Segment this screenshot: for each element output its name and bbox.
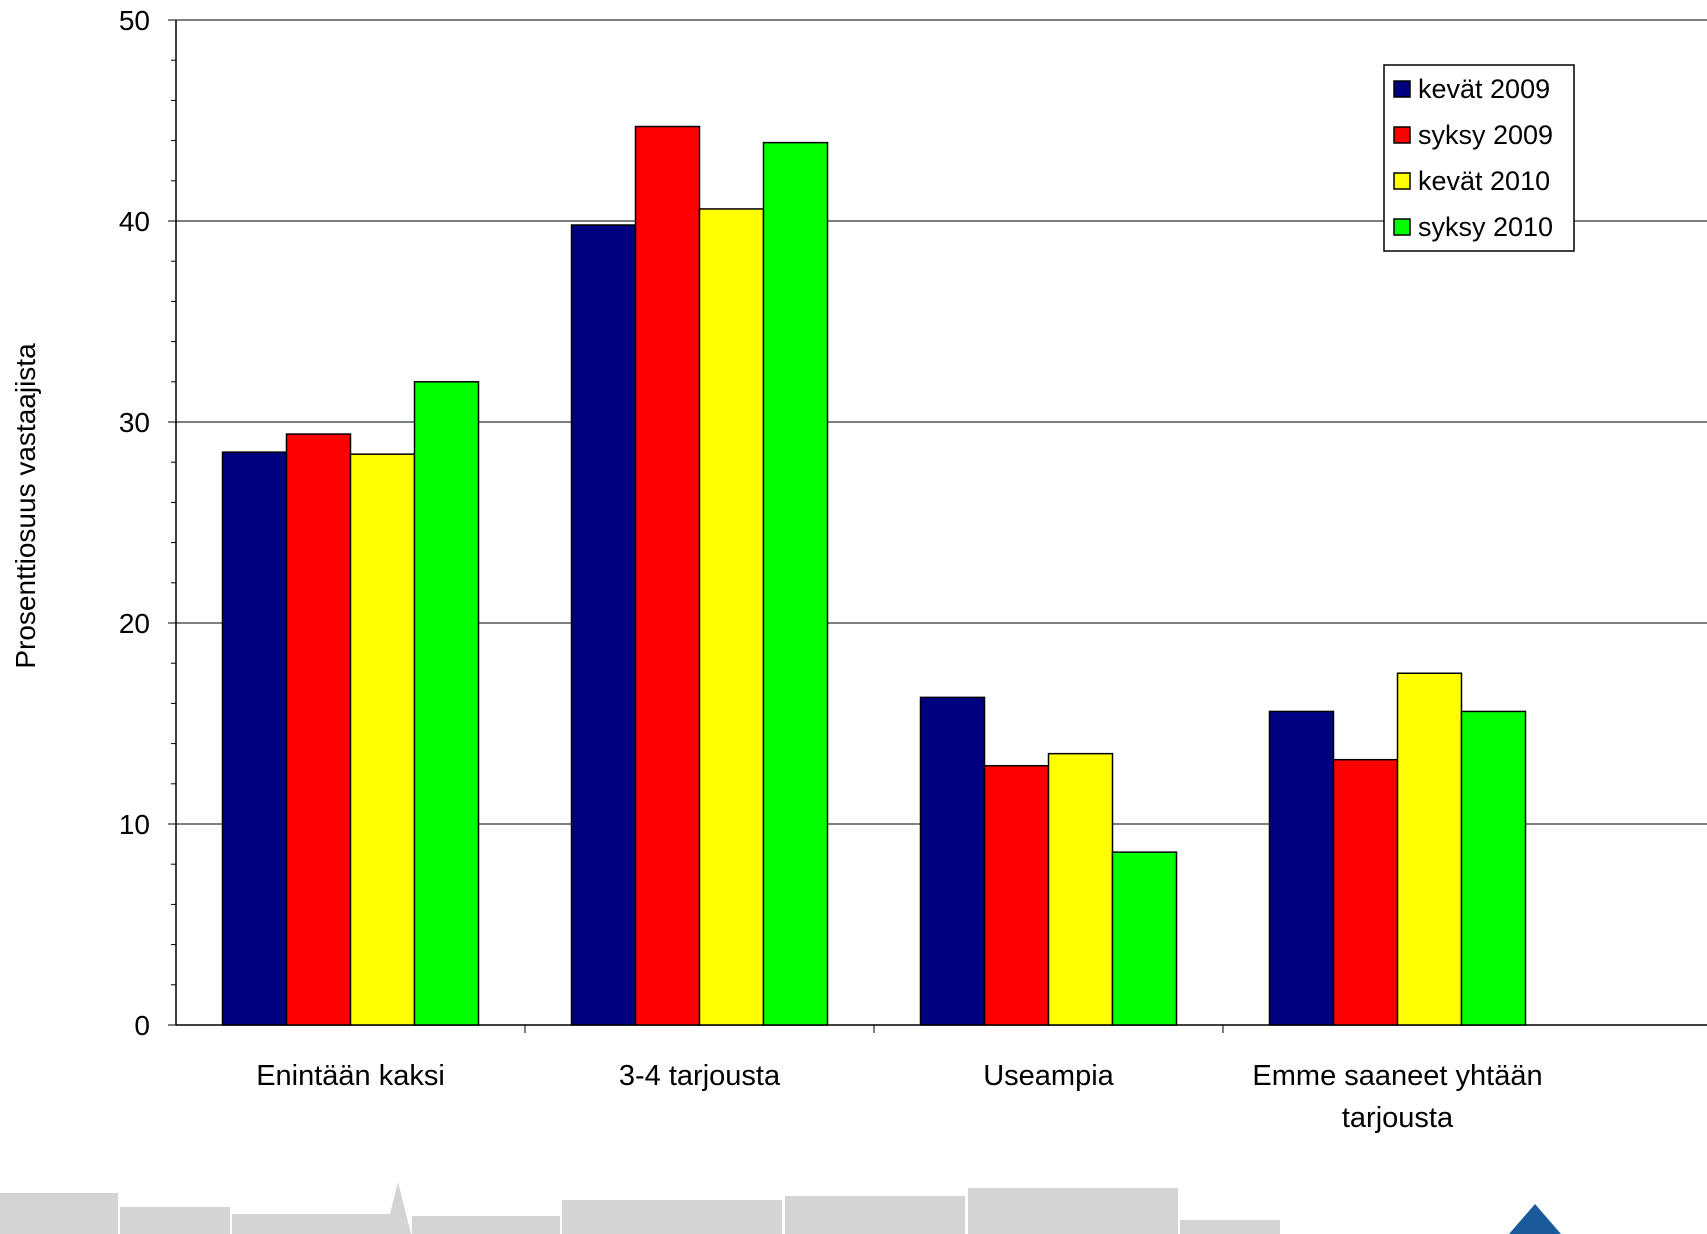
y-tick-label: 10 (119, 809, 150, 840)
legend: kevät 2009 syksy 2009 kevät 2010 syksy 2010 (1383, 64, 1575, 252)
legend-label: syksy 2010 (1418, 212, 1553, 242)
y-tick-label: 40 (119, 206, 150, 237)
bar (1460, 710, 1527, 1026)
bar (1047, 752, 1114, 1026)
bar (221, 451, 288, 1026)
bar (413, 381, 480, 1026)
y-axis-title: Prosenttiosuus vastaajista (10, 343, 41, 669)
x-tick-label: 3-4 tarjousta (619, 1060, 781, 1092)
legend-swatch (1393, 126, 1411, 144)
axis-labels: 0 10 20 30 40 50 Enintään kaksi 3-4 tarjousta Us… (119, 5, 1543, 1134)
bar (634, 125, 701, 1026)
legend-box (1383, 64, 1575, 252)
logo-mark-icon (1509, 1204, 1561, 1234)
x-tick-label: Useampia (983, 1060, 1114, 1092)
bar (1396, 672, 1463, 1026)
y-tick-label: 0 (134, 1010, 150, 1041)
bar (983, 764, 1050, 1026)
bar (1268, 710, 1335, 1026)
city-skyline-decoration (0, 1182, 1280, 1234)
legend-swatch (1393, 218, 1411, 236)
legend-label: kevät 2009 (1418, 74, 1550, 104)
x-tick-label: tarjousta (1342, 1102, 1454, 1134)
bars (221, 125, 1527, 1026)
y-tick-label: 50 (119, 5, 150, 36)
bar (570, 224, 637, 1026)
bar (919, 696, 986, 1026)
legend-label: syksy 2009 (1418, 120, 1553, 150)
y-tick-label: 30 (119, 407, 150, 438)
x-tick-label: Enintään kaksi (256, 1060, 445, 1092)
bar (1332, 758, 1399, 1026)
legend-swatch (1393, 172, 1411, 190)
x-tick-label: Emme saaneet yhtään (1252, 1060, 1542, 1092)
y-tick-label: 20 (119, 608, 150, 639)
bar (349, 453, 416, 1026)
bar (285, 433, 352, 1026)
legend-swatch (1393, 80, 1411, 98)
legend-label: kevät 2010 (1418, 166, 1550, 196)
bar (1111, 851, 1178, 1026)
bar (762, 141, 829, 1026)
bar (698, 208, 765, 1026)
